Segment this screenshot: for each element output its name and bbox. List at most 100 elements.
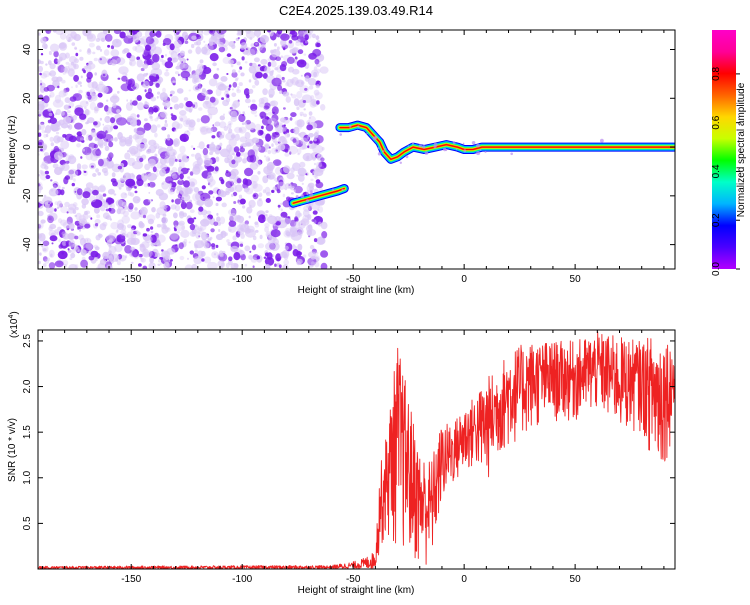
noise-speckle bbox=[299, 161, 306, 168]
noise-speckle bbox=[191, 263, 198, 269]
noise-speckle bbox=[268, 146, 271, 149]
noise-speckle bbox=[86, 91, 91, 96]
noise-speckle bbox=[176, 230, 181, 234]
noise-speckle bbox=[187, 217, 195, 224]
noise-speckle bbox=[277, 46, 280, 51]
noise-speckle bbox=[258, 44, 263, 51]
noise-speckle bbox=[234, 78, 239, 82]
noise-speckle bbox=[130, 148, 136, 157]
noise-speckle bbox=[220, 231, 224, 236]
noise-speckle bbox=[244, 220, 249, 225]
noise-speckle bbox=[97, 102, 104, 109]
noise-speckle bbox=[63, 104, 70, 110]
ridge-speckle bbox=[443, 147, 447, 152]
noise-speckle bbox=[204, 198, 214, 208]
noise-speckle bbox=[116, 57, 126, 65]
noise-speckle bbox=[108, 152, 114, 159]
noise-speckle bbox=[219, 148, 231, 158]
noise-speckle bbox=[265, 198, 271, 203]
noise-speckle bbox=[92, 173, 97, 177]
noise-speckle bbox=[193, 187, 200, 193]
noise-speckle bbox=[282, 193, 286, 198]
noise-speckle bbox=[164, 71, 170, 77]
noise-speckle bbox=[303, 108, 306, 111]
noise-speckle bbox=[154, 118, 159, 122]
noise-speckle bbox=[259, 34, 270, 44]
noise-speckle bbox=[272, 186, 277, 191]
noise-speckle bbox=[264, 222, 270, 228]
noise-speckle bbox=[74, 107, 84, 116]
noise-speckle bbox=[296, 148, 302, 155]
noise-speckle bbox=[245, 48, 248, 51]
noise-speckle bbox=[206, 210, 212, 215]
noise-speckle bbox=[265, 123, 274, 132]
noise-speckle bbox=[149, 30, 156, 38]
noise-speckle bbox=[244, 131, 251, 140]
noise-speckle bbox=[196, 157, 203, 166]
noise-speckle bbox=[83, 170, 87, 173]
noise-speckle bbox=[296, 106, 300, 111]
noise-speckle bbox=[174, 158, 178, 162]
noise-speckle bbox=[99, 58, 103, 61]
noise-speckle bbox=[287, 234, 292, 238]
noise-speckle bbox=[90, 165, 94, 168]
y-tick-label: 1.5 bbox=[22, 425, 33, 439]
noise-speckle bbox=[164, 61, 173, 69]
noise-speckle bbox=[102, 193, 107, 197]
noise-speckle bbox=[44, 259, 50, 264]
noise-speckle bbox=[255, 42, 258, 45]
noise-speckle bbox=[292, 162, 301, 171]
noise-speckle bbox=[228, 228, 232, 232]
noise-speckle bbox=[94, 106, 100, 112]
noise-speckle bbox=[50, 179, 53, 182]
noise-speckle bbox=[171, 127, 176, 132]
ridge-speckle bbox=[377, 152, 381, 156]
snr-y-ticks: 0.5 1.0 1.5 2.0 2.5 bbox=[22, 334, 675, 530]
x-tick-label: -50 bbox=[346, 574, 361, 585]
noise-speckle bbox=[296, 59, 307, 68]
noise-speckle bbox=[306, 204, 310, 208]
noise-speckle bbox=[179, 187, 189, 196]
noise-speckle bbox=[240, 143, 244, 147]
noise-speckle bbox=[173, 39, 182, 48]
noise-speckle bbox=[79, 49, 82, 52]
noise-speckle bbox=[148, 80, 154, 87]
noise-speckle bbox=[311, 219, 315, 222]
colorbar-tick-label: 0.0 bbox=[711, 262, 722, 276]
noise-speckle bbox=[106, 239, 113, 246]
noise-speckle bbox=[272, 159, 282, 167]
noise-speckle bbox=[99, 223, 107, 231]
noise-speckle bbox=[180, 229, 190, 238]
noise-speckle bbox=[257, 64, 261, 67]
noise-speckle bbox=[84, 108, 90, 116]
noise-speckle bbox=[45, 63, 48, 66]
noise-speckle bbox=[102, 251, 110, 260]
noise-speckle bbox=[38, 185, 43, 191]
noise-speckle bbox=[284, 227, 291, 236]
noise-speckle bbox=[265, 210, 269, 214]
noise-speckle bbox=[216, 67, 220, 71]
noise-speckle bbox=[231, 44, 236, 49]
noise-speckle bbox=[75, 169, 82, 176]
noise-speckle bbox=[289, 219, 297, 228]
noise-speckle bbox=[223, 126, 228, 131]
noise-speckle bbox=[264, 257, 275, 266]
noise-speckle bbox=[255, 123, 262, 131]
noise-speckle bbox=[208, 40, 214, 46]
noise-speckle bbox=[220, 179, 225, 185]
noise-speckle bbox=[280, 33, 290, 41]
noise-speckle bbox=[264, 155, 267, 158]
noise-speckle bbox=[203, 214, 208, 218]
noise-speckle bbox=[144, 100, 148, 105]
noise-speckle bbox=[83, 69, 86, 74]
noise-speckle bbox=[47, 257, 51, 262]
noise-speckle bbox=[79, 84, 83, 87]
noise-speckle bbox=[63, 176, 69, 185]
snr-y-multiplier-exp: 4 bbox=[8, 315, 15, 319]
noise-speckle bbox=[275, 56, 282, 61]
noise-speckle bbox=[199, 59, 204, 64]
noise-speckle bbox=[225, 97, 231, 103]
noise-speckle bbox=[127, 157, 136, 167]
noise-speckle bbox=[308, 111, 313, 116]
noise-speckle bbox=[244, 43, 247, 47]
